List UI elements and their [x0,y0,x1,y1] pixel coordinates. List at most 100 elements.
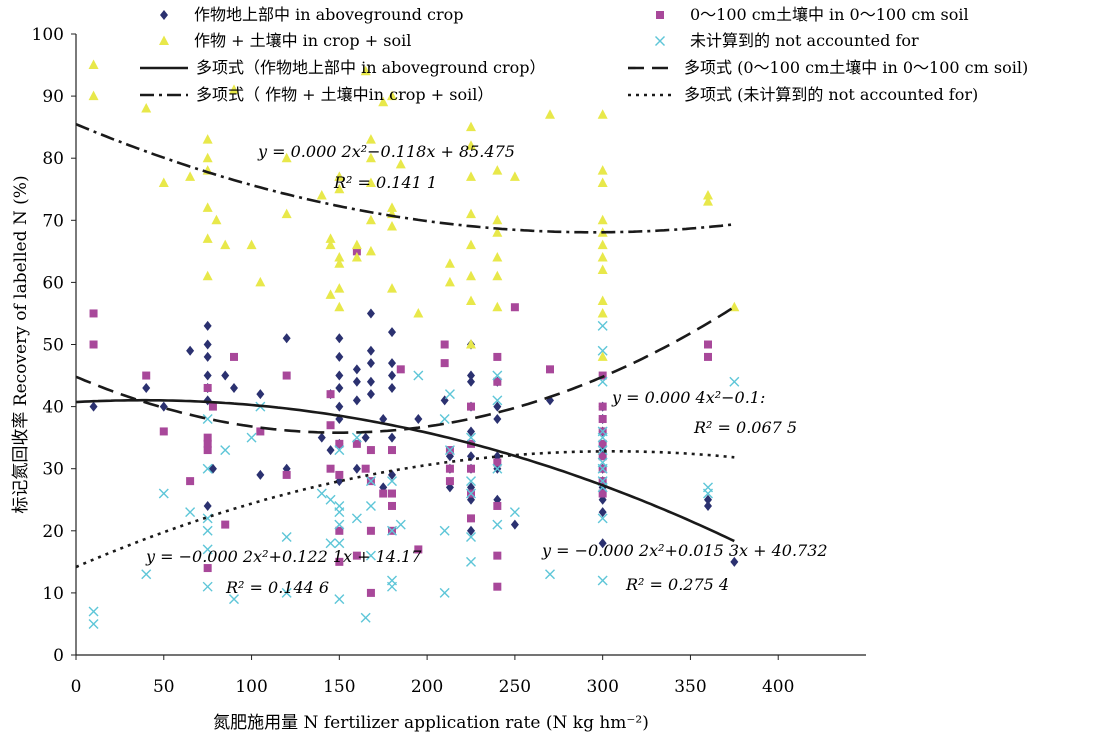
square-point [203,564,212,573]
diamond-point [352,364,361,375]
x-point [466,476,476,487]
triangle-point [597,307,608,318]
diamond-point [467,370,475,381]
triangle-point [545,109,555,119]
x-point [351,432,362,443]
square-point [366,526,375,535]
triangle-point [202,134,213,144]
triangle-point [88,90,99,101]
x-stroke [202,544,213,555]
x-stroke [202,463,213,474]
x-stroke [466,488,476,499]
x-point [597,463,608,474]
series-4 [88,320,740,629]
x-tick-label: 300 [586,677,618,697]
legend-item-3: 作物 + 土壤中 in crop + soil [159,31,411,50]
legend-label: 作物 + 土壤中 in crop + soil [194,31,411,50]
legend-item-4: 未计算到的 not accounted for [655,31,919,50]
triangle-point [365,152,376,163]
x-stroke [387,525,397,536]
legend-diamond-icon [160,10,168,20]
triangle-point [597,264,608,274]
triangle-point [387,202,397,212]
x-point [88,606,99,617]
diamond-point [317,432,326,443]
x-stroke [439,587,450,598]
legend-label: 作物地上部中 in aboveground crop [194,5,463,24]
square-point [598,415,607,424]
x-stroke [444,445,455,456]
x-point [88,618,99,629]
square-point [467,464,475,473]
legend-item-2: 0～100 cm土壤中 in 0～100 cm soil [656,5,969,24]
x-point [703,488,713,499]
square-point [89,340,98,349]
r-squared-text: R² = 0.141 1 [333,173,437,192]
x-stroke [351,432,362,443]
legend-triangle-icon [159,35,169,45]
diamond-point [467,525,475,536]
x-point [492,370,503,381]
x-point [387,525,397,536]
triangle-point [597,109,608,119]
triangle-point [334,258,345,268]
diamond-point [493,414,502,425]
triangle-point [492,252,503,262]
diamond-point [230,382,238,393]
diamond-point [366,358,375,369]
x-point [597,575,608,586]
x-point [729,376,740,387]
legend-label: 多项式 (0～100 cm土壤中 in 0～100 cm soil) [684,58,1028,77]
x-point [395,519,406,530]
diamond-point [467,376,475,387]
x-point [597,320,608,331]
diamond-point [203,339,212,350]
x-point [413,370,424,381]
x-point [387,581,397,592]
y-tick-label: 0 [53,646,64,666]
x-point [444,389,455,400]
triangle-point [466,270,476,281]
x-stroke [597,482,608,493]
triangle-point [365,134,376,144]
triangle-point [444,258,455,268]
diamond-point [352,376,361,387]
x-point [334,538,345,549]
diamond-point [208,463,217,474]
y-tick-label: 70 [42,211,64,231]
x-point [365,476,376,487]
x-point [185,507,196,518]
triangle-point [466,171,476,181]
x-stroke [202,525,213,536]
x-point [492,395,503,406]
diamond-point [335,370,344,381]
x-stroke [281,532,292,543]
x-stroke [439,525,450,536]
triangle-point [492,214,503,225]
diamond-point [388,382,396,393]
square-point [598,439,607,448]
y-tick-label: 10 [42,584,64,604]
diamond-point [335,401,344,412]
x-stroke [202,581,213,592]
x-stroke [141,569,152,580]
x-stroke [492,395,503,406]
square-point [493,551,502,560]
square-point [396,365,405,374]
triangle-point [88,59,99,70]
y-axis-title: 标记氮回收率 Recovery of labelled N (%) [11,175,31,513]
square-point [598,402,607,411]
legend-item-5: 多项式（作物地上部中 in aboveground crop） [140,58,545,77]
x-stroke [365,476,376,487]
x-point [334,445,345,456]
diamond-point [282,333,291,344]
legend: 作物地上部中 in aboveground crop 0～100 cm土壤中 in… [140,5,1028,104]
square-point [493,352,502,361]
square-point [366,446,375,455]
x-tick-label: 400 [762,677,794,697]
x-stroke [597,345,608,356]
x-stroke [316,488,327,499]
x-stroke [466,556,476,567]
y-tick-label: 80 [42,149,64,169]
